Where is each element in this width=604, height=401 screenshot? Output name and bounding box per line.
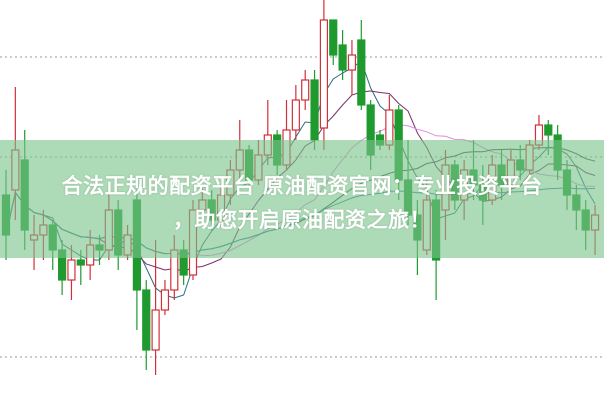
- candle-up: [301, 79, 310, 101]
- candle-down: [329, 19, 338, 56]
- caption-banner: [0, 140, 604, 258]
- candle-down: [76, 259, 85, 266]
- candle-down: [310, 79, 319, 141]
- caption-line-1: 合法正规的配资平台 原油配资官网：专业投资平台: [61, 174, 543, 198]
- candle-down: [544, 124, 553, 136]
- candle-up: [151, 309, 160, 351]
- candle-up: [67, 259, 76, 281]
- candle-down: [338, 44, 347, 71]
- candle-down: [142, 289, 151, 351]
- candle-up: [347, 54, 357, 71]
- candle-down: [357, 39, 366, 106]
- candle-up: [291, 99, 300, 131]
- candle-up: [160, 289, 170, 311]
- caption-line-2: ，助您开启原油配资之旅！: [173, 208, 431, 232]
- candle-up: [319, 19, 328, 129]
